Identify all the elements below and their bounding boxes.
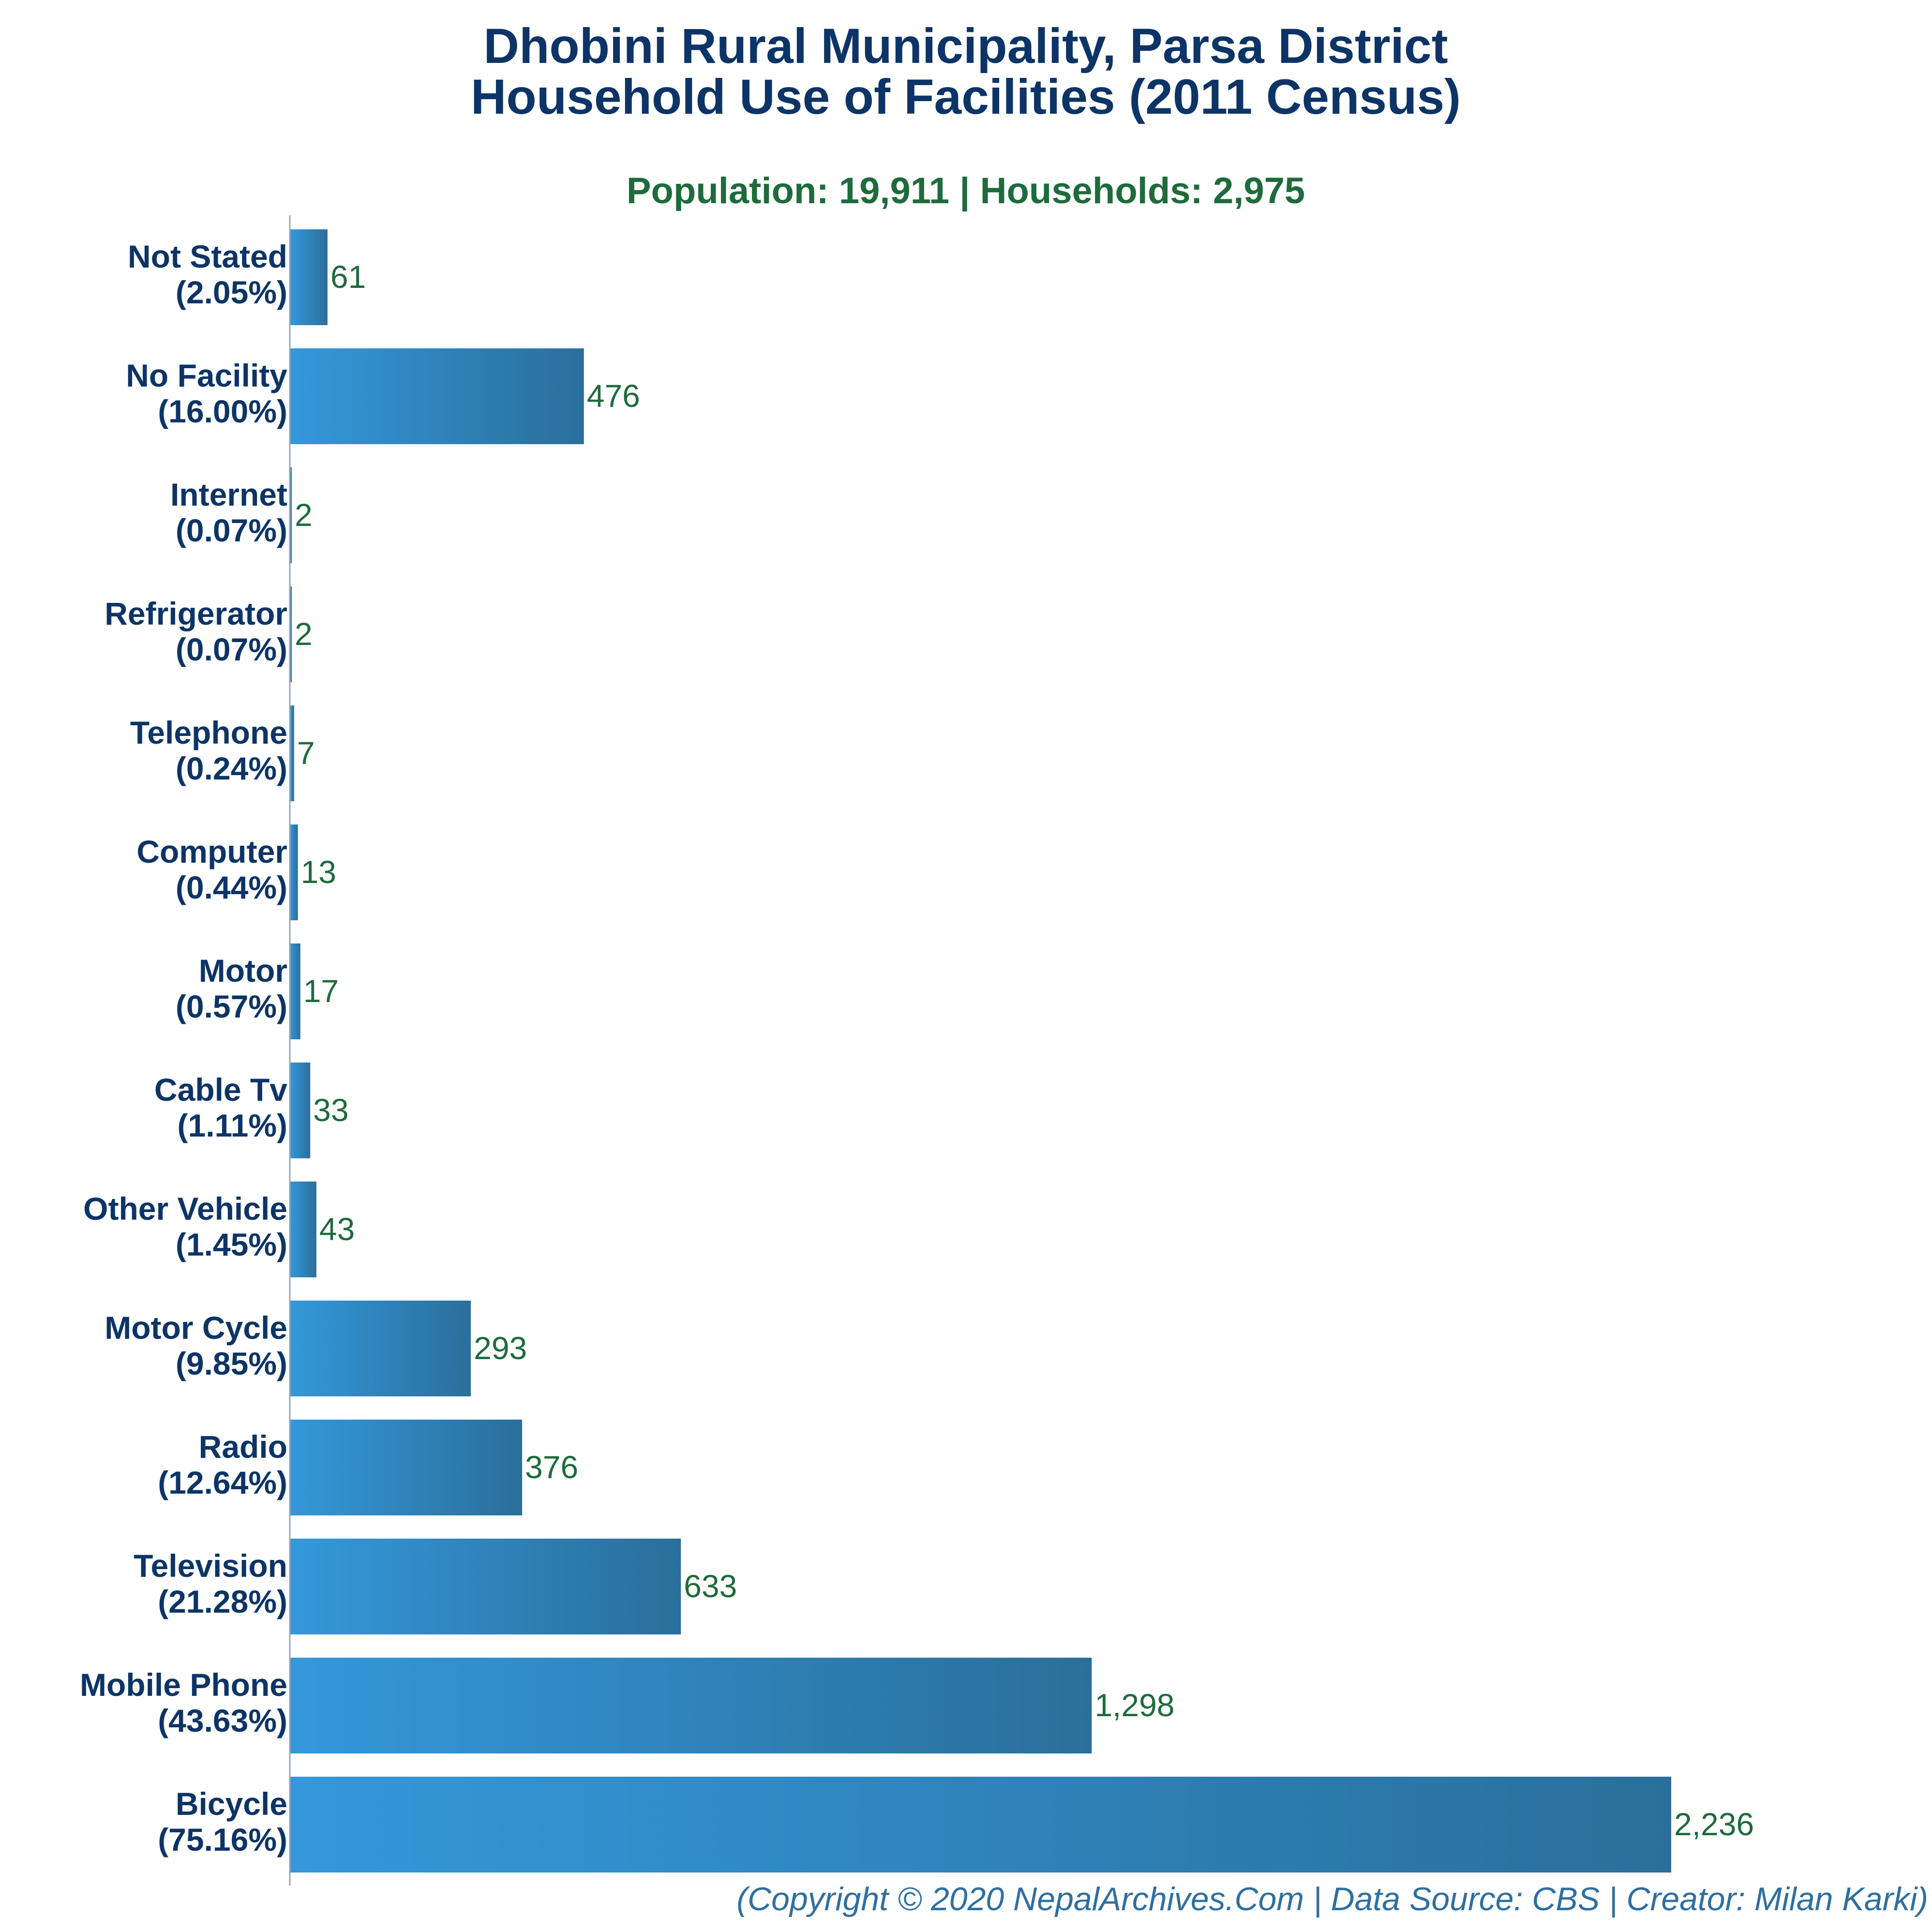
- value-label: 293: [474, 1330, 527, 1366]
- category-label: Motor Cycle (9.85%): [105, 1310, 287, 1381]
- category-percent: (75.16%): [158, 1822, 287, 1857]
- category-label: Not Stated (2.05%): [128, 239, 287, 310]
- category-name: Telephone: [130, 715, 287, 750]
- value-label: 2: [295, 497, 313, 533]
- bar: [290, 1539, 681, 1634]
- category-name: Other Vehicle: [83, 1191, 287, 1227]
- bar: [290, 229, 328, 325]
- category-percent: (0.24%): [176, 750, 287, 786]
- value-label: 61: [330, 259, 366, 295]
- bar: [290, 1301, 471, 1396]
- category-percent: (43.63%): [158, 1703, 287, 1738]
- bar: [290, 467, 292, 563]
- category-name: Bicycle: [176, 1786, 287, 1822]
- category-percent: (1.11%): [178, 1108, 287, 1143]
- category-name: Internet: [170, 477, 287, 512]
- category-name: Television: [134, 1548, 287, 1584]
- value-label: 43: [319, 1211, 355, 1247]
- value-label: 33: [313, 1092, 348, 1128]
- chart-subtitle: Population: 19,911 | Households: 2,975: [627, 170, 1305, 212]
- category-name: Cable Tv: [154, 1072, 287, 1108]
- value-label: 17: [303, 973, 339, 1009]
- category-percent: (21.28%): [158, 1584, 287, 1619]
- category-percent: (0.44%): [176, 869, 287, 905]
- category-percent: (12.64%): [158, 1465, 287, 1500]
- category-label: Telephone (0.24%): [130, 715, 287, 786]
- category-percent: (1.45%): [176, 1227, 287, 1262]
- value-label: 7: [297, 735, 315, 771]
- bar: [290, 1182, 316, 1277]
- footer-credit: (Copyright © 2020 NepalArchives.Com | Da…: [736, 1881, 1928, 1917]
- value-label: 2,236: [1674, 1806, 1754, 1842]
- category-label: Cable Tv (1.11%): [154, 1072, 287, 1143]
- bar: [290, 824, 298, 920]
- category-name: Motor Cycle: [105, 1310, 287, 1346]
- category-name: Mobile Phone: [80, 1667, 287, 1703]
- value-label: 2: [295, 616, 313, 652]
- bar: [290, 348, 584, 444]
- bar: [290, 705, 294, 801]
- category-percent: (0.07%): [176, 512, 287, 548]
- category-name: Not Stated: [128, 239, 287, 274]
- category-label: Computer (0.44%): [136, 834, 287, 905]
- value-label: 1,298: [1094, 1687, 1174, 1723]
- plot-area: 61 Not Stated (2.05%) 476 No Facility (16.00%…: [80, 229, 1754, 1872]
- category-label: Mobile Phone (43.63%): [80, 1667, 287, 1738]
- value-label: 476: [587, 378, 640, 414]
- bar: [290, 944, 300, 1039]
- category-name: Motor: [199, 953, 287, 988]
- category-name: Computer: [136, 834, 287, 869]
- chart-title-line2: Household Use of Facilities (2011 Census…: [471, 69, 1461, 124]
- value-label: 376: [525, 1449, 578, 1485]
- value-label: 13: [301, 854, 336, 890]
- category-percent: (0.07%): [176, 631, 287, 667]
- category-name: No Facility: [126, 358, 287, 393]
- category-label: Other Vehicle (1.45%): [83, 1191, 287, 1262]
- bar: [290, 1063, 311, 1158]
- bar: [290, 1777, 1671, 1872]
- value-label: 633: [684, 1568, 737, 1604]
- bar: [290, 586, 292, 682]
- category-label: Bicycle (75.16%): [158, 1786, 287, 1857]
- chart-title-line1: Dhobini Rural Municipality, Parsa Distri…: [483, 18, 1448, 74]
- category-percent: (9.85%): [176, 1346, 287, 1381]
- category-name: Refrigerator: [105, 596, 287, 631]
- category-label: Internet (0.07%): [170, 477, 287, 548]
- category-label: Radio (12.64%): [158, 1429, 287, 1500]
- bar: [290, 1420, 523, 1515]
- bar: [290, 1658, 1092, 1753]
- category-label: No Facility (16.00%): [126, 358, 287, 429]
- category-label: Television (21.28%): [134, 1548, 287, 1619]
- category-label: Refrigerator (0.07%): [105, 596, 287, 667]
- category-label: Motor (0.57%): [176, 953, 287, 1024]
- category-percent: (2.05%): [176, 274, 287, 310]
- category-percent: (16.00%): [158, 393, 287, 429]
- category-name: Radio: [199, 1429, 287, 1465]
- category-percent: (0.57%): [176, 988, 287, 1024]
